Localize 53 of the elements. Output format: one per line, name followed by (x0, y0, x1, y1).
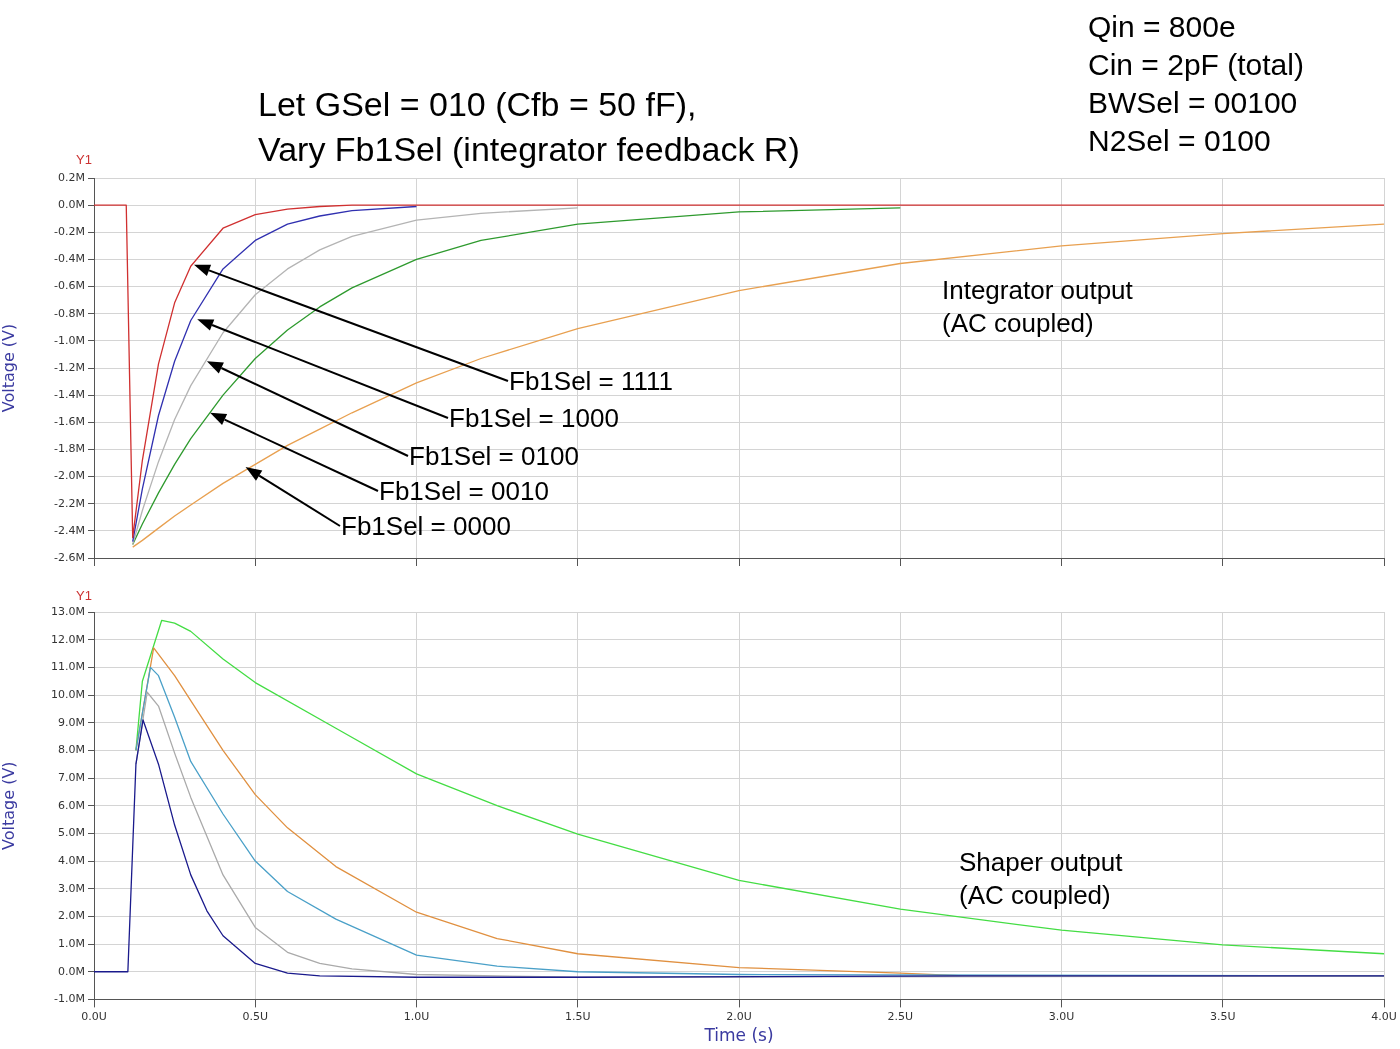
y-tick-label: 4.0M (58, 853, 85, 867)
y-tick-label: -1.8M (54, 442, 85, 456)
x-tick-label: 4.0U (1371, 1009, 1397, 1023)
annotation: Fb1Sel = 1111 (509, 366, 674, 396)
y-tick-label: -2.0M (54, 469, 85, 483)
x-tick-label: 2.5U (887, 1009, 914, 1023)
annotation: Fb1Sel = 0000 (341, 511, 511, 541)
annotation: Integrator output (AC coupled) (942, 274, 1133, 340)
x-tick-label: 0.0U (81, 1009, 107, 1023)
y-tick-label: -2.2M (54, 496, 85, 510)
y-axis-title: Voltage (V) (0, 323, 18, 413)
text: Y1 (76, 588, 92, 604)
y-tick-label: 1.0M (58, 936, 85, 950)
y-tick-label: 11.0M (51, 660, 85, 674)
text: Y1 (76, 152, 92, 168)
y-tick-label: -0.6M (54, 279, 85, 293)
y-tick-label: -1.4M (54, 388, 85, 401)
y-tick-label: 0.0M (58, 198, 85, 211)
y-tick-label: -0.4M (54, 252, 85, 266)
y-tick-label: 0.2M (58, 170, 85, 184)
y-tick-label: -0.8M (54, 306, 85, 320)
y-tick-label: -2.6M (54, 550, 85, 564)
y-tick-label: -1.0M (54, 992, 85, 1006)
annotation: Fb1Sel = 0100 (409, 441, 579, 471)
y-tick-label: 10.0M (51, 687, 85, 701)
y-tick-label: -0.2M (54, 225, 85, 239)
x-tick-label: 3.0U (1048, 1009, 1075, 1023)
y-tick-label: -1.2M (54, 360, 85, 374)
y-axis-title: Voltage (V) (0, 761, 18, 850)
y-tick-label: 6.0M (58, 798, 85, 812)
y-tick-label: 9.0M (58, 715, 85, 729)
y-tick-label: 3.0M (58, 881, 85, 895)
y-tick-label: 7.0M (58, 770, 85, 784)
chart-title: Let GSel = 010 (Cfb = 50 fF), Vary Fb1Sel (integrator feedback R) (258, 84, 800, 170)
y-tick-label: -2.4M (54, 523, 85, 537)
x-tick-label: 1.0U (403, 1009, 430, 1023)
y-tick-label: 12.0M (51, 632, 85, 646)
annotation: Shaper output (AC coupled) (959, 846, 1123, 912)
x-tick-label: 3.5U (1209, 1009, 1236, 1023)
x-tick-label: 2.0U (726, 1009, 752, 1023)
y-tick-label: 2.0M (58, 909, 85, 923)
annotation: Fb1Sel = 1000 (449, 403, 619, 433)
annotation: Fb1Sel = 0010 (379, 476, 549, 506)
x-axis-title: Time (s) (703, 1025, 774, 1046)
x-tick-label: 0.5U (242, 1009, 269, 1023)
y-tick-label: -1.0M (54, 333, 85, 347)
y-tick-label: 5.0M (58, 826, 85, 840)
y-tick-label: 0.0M (58, 964, 85, 978)
x-tick-label: 1.5U (564, 1009, 591, 1023)
y-tick-label: 13.0M (51, 604, 85, 618)
text: Qin = 800e Cin = 2pF (total) BWSel = 00100 N2Sel = 0100 (1088, 9, 1304, 159)
y-tick-label: -1.6M (54, 415, 85, 429)
y-tick-label: 8.0M (58, 743, 85, 757)
